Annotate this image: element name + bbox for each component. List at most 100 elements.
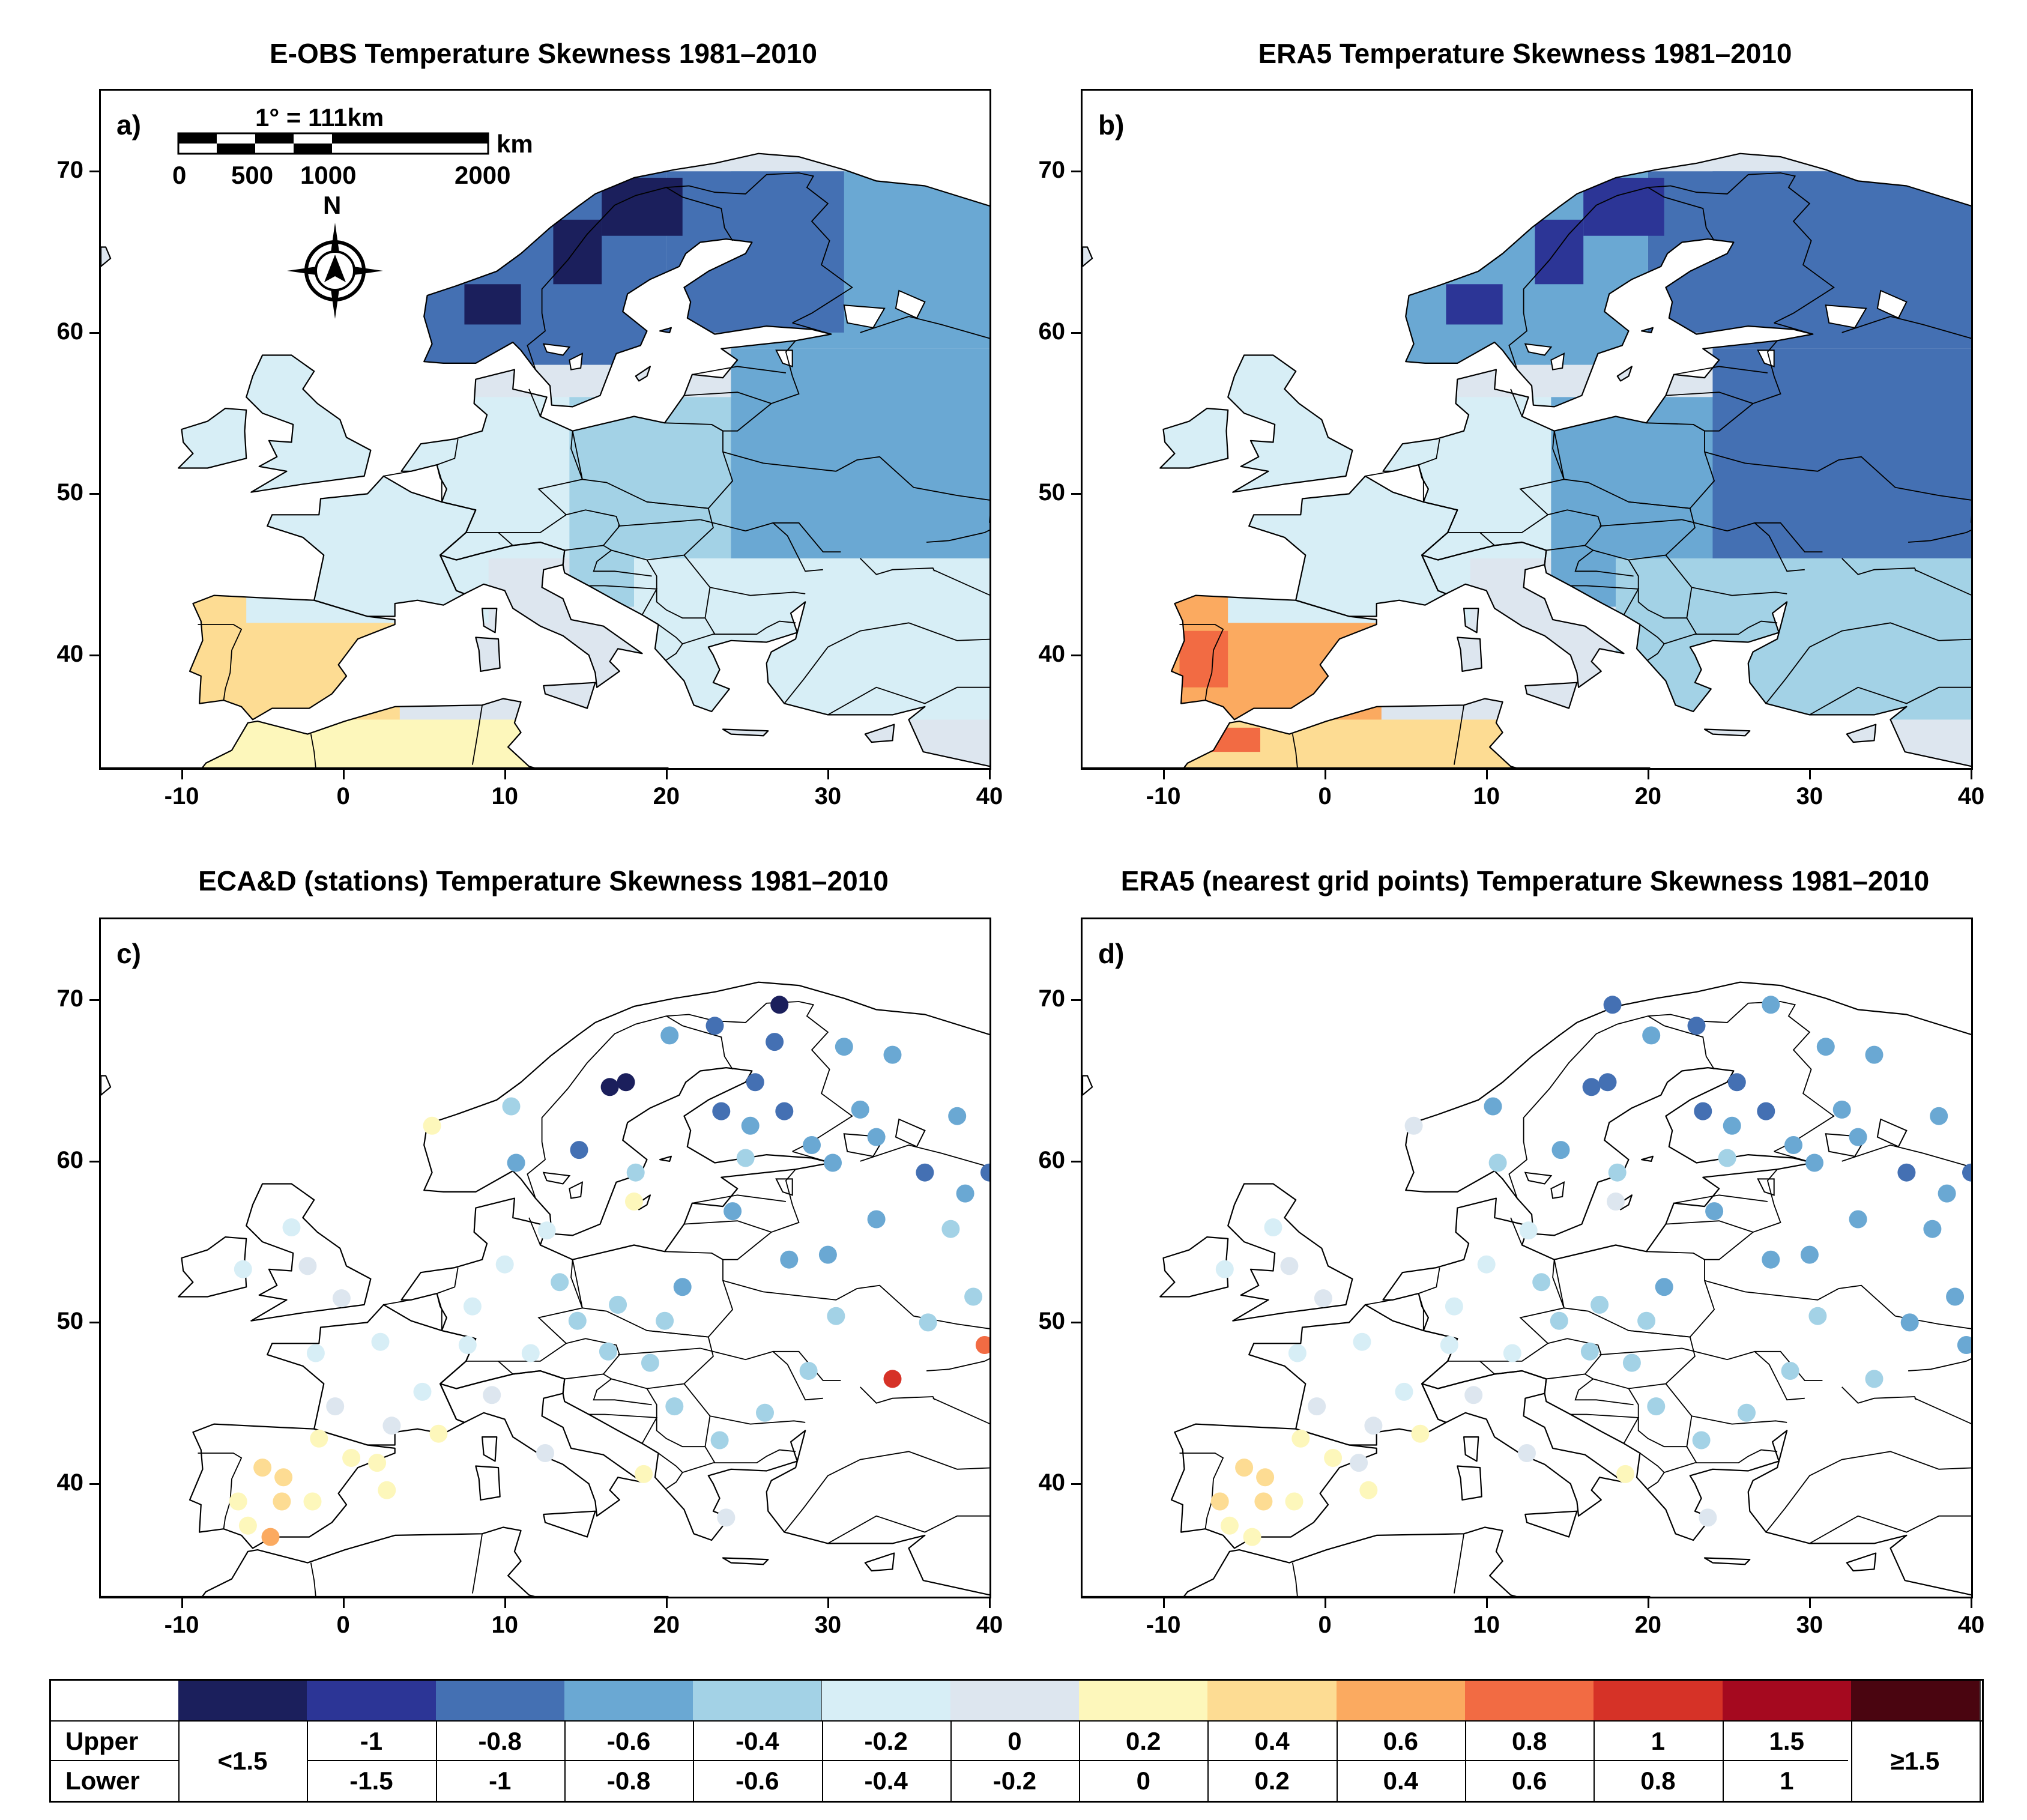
border-31 [1765, 1451, 1971, 1533]
station-point-38 [1616, 1465, 1635, 1483]
field-mountain-2 [464, 284, 521, 325]
station-point-47 [1687, 1017, 1706, 1035]
xtick-label: 0 [336, 783, 350, 809]
border-6 [582, 1307, 714, 1389]
ytick-mark [1071, 1483, 1081, 1485]
station-point-27 [1464, 1386, 1483, 1404]
legend-lower-3: -0.6 [736, 1767, 779, 1795]
border-18 [646, 560, 705, 619]
border-6 [1563, 1307, 1696, 1389]
border-13 [722, 451, 989, 523]
legend-swatch-0 [178, 1681, 309, 1720]
border-34 [1454, 705, 1464, 765]
station-point-53 [741, 1116, 760, 1135]
xtick-mark [989, 770, 991, 779]
legend-upper-2: -0.6 [606, 1727, 651, 1755]
coastline-cyprus [1846, 1552, 1877, 1572]
border-26 [792, 322, 832, 335]
coastline-corsica [1463, 1436, 1479, 1462]
border-13 [1704, 451, 1971, 523]
xtick-mark [1324, 1598, 1326, 1608]
coastline-cyprus [864, 1552, 895, 1572]
xtick-label: 0 [1318, 783, 1332, 809]
border-23 [528, 1217, 541, 1245]
xtick-label: -10 [1146, 783, 1181, 809]
station-point-27 [483, 1386, 501, 1404]
border-12 [1673, 366, 1768, 375]
border-31 [784, 622, 989, 704]
xtick-mark [342, 1598, 345, 1608]
border-12 [1673, 1194, 1768, 1204]
field-mountain-0 [553, 219, 602, 285]
legend-upper-10: 1 [1651, 1727, 1666, 1755]
station-point-29 [599, 1342, 617, 1361]
xtick-mark [1647, 1598, 1649, 1608]
legend-upper-5: 0 [1007, 1727, 1022, 1755]
lake-2 [542, 343, 571, 356]
station-point-39 [717, 1508, 736, 1527]
xtick-mark [1485, 770, 1488, 779]
north-arrow-icon [287, 223, 383, 319]
ytick-mark [1071, 171, 1081, 173]
station-point-51 [1694, 1102, 1712, 1120]
station-point-18 [298, 1257, 317, 1275]
border-2 [1418, 438, 1440, 502]
legend-swatch-10 [1465, 1681, 1595, 1720]
station-point-63 [980, 1163, 989, 1182]
coastline-iceland_tip [1083, 246, 1093, 267]
border-11 [1666, 1220, 1753, 1233]
coastline-corsica [1463, 608, 1479, 633]
border-20 [588, 1413, 658, 1444]
coastline-crete [722, 1557, 769, 1565]
border-2 [1418, 1267, 1440, 1331]
border-20 [588, 585, 658, 615]
coastline-uk [1227, 354, 1353, 493]
border-14 [700, 519, 841, 552]
border-28 [1841, 558, 1917, 575]
coastline-uk [246, 1183, 372, 1322]
coastline-sardinia [475, 1465, 501, 1501]
legend-lower-7: 0.2 [1254, 1767, 1290, 1795]
border-2 [436, 438, 459, 502]
station-point-28 [536, 1444, 554, 1462]
station-point-15 [1288, 1344, 1307, 1362]
border-21 [657, 624, 683, 661]
coastline-africa [101, 1526, 669, 1597]
ytick-mark [1071, 655, 1081, 656]
border-14 [1682, 1347, 1823, 1381]
station-point-65 [1923, 1220, 1942, 1238]
xtick-label: -10 [1146, 1612, 1181, 1638]
station-point-56 [824, 1153, 842, 1172]
coastline-scandinavia [400, 981, 989, 1596]
panel-c-svg [101, 981, 989, 1597]
station-point-54 [1718, 1149, 1736, 1167]
border-22 [682, 1462, 715, 1474]
xtick-label: 40 [976, 1612, 1003, 1638]
border-3 [1365, 1299, 1393, 1305]
border-18 [1628, 560, 1687, 619]
station-point-9 [368, 1454, 387, 1472]
station-point-75 [1900, 1313, 1919, 1332]
station-point-5 [1243, 1528, 1261, 1546]
xtick-mark [504, 770, 506, 779]
legend-swatch-8 [1207, 1681, 1338, 1720]
station-point-13 [429, 1424, 448, 1443]
scalebar-label-1000: 1000 [300, 161, 357, 189]
station-point-8 [1324, 1449, 1343, 1467]
xtick-label: 20 [1634, 783, 1662, 809]
xtick-mark [181, 770, 183, 779]
border-6 [582, 479, 714, 561]
lake-1 [1876, 1118, 1908, 1148]
ytick-label: 40 [1038, 1469, 1066, 1496]
ytick-mark [1071, 493, 1081, 495]
field-region-8 [1712, 348, 1971, 558]
station-point-50 [746, 1073, 764, 1092]
station-point-35 [1738, 1403, 1756, 1422]
panel-c-letter: c) [116, 938, 141, 969]
field-region-4 [165, 348, 376, 494]
ytick-mark [89, 1483, 99, 1485]
border-33 [310, 1562, 316, 1597]
xtick-label: -10 [164, 783, 199, 809]
xtick-label: 20 [653, 1612, 680, 1638]
station-point-67 [1849, 1210, 1867, 1229]
